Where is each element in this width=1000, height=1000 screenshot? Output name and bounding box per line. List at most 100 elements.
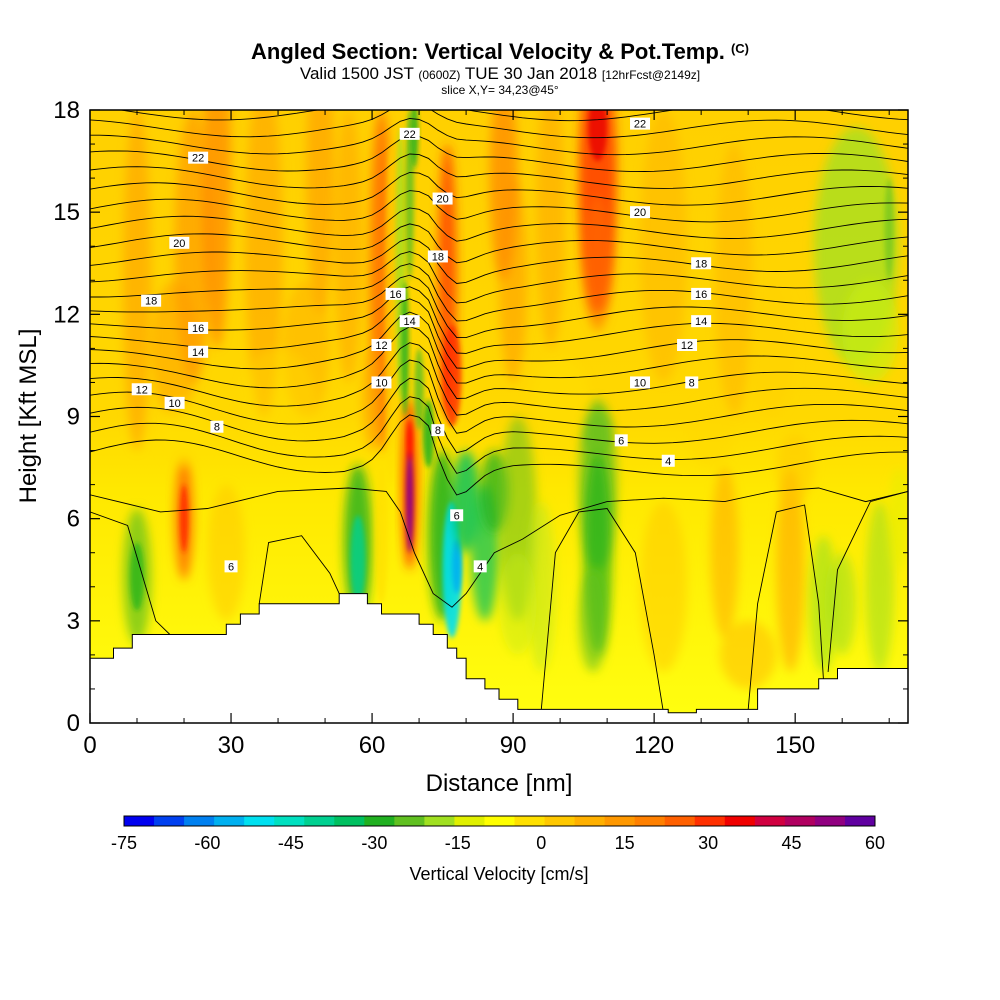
isentrope-label-bg-5 (131, 383, 152, 396)
isentrope-label-bg-7 (210, 420, 224, 433)
isentrope-12 (90, 237, 908, 284)
y-tick-label-1: 3 (67, 608, 80, 635)
isentrope-13 (90, 223, 908, 264)
isentrope-low-2 (258, 535, 340, 604)
x-tick-label-3: 90 (500, 732, 527, 759)
velocity-cell-57 (710, 467, 739, 638)
colorbar-swatch-2 (184, 816, 215, 826)
velocity-cell-22 (842, 280, 899, 383)
velocity-cell-64 (776, 433, 814, 502)
isentrope-6 (90, 311, 908, 384)
velocity-cell-62 (865, 501, 894, 672)
isentrope-label-8: 6 (228, 561, 234, 573)
isentrope-label-14: 12 (375, 340, 387, 352)
isentrope-label-23: 14 (695, 316, 707, 328)
velocity-cell-4 (306, 110, 335, 315)
chart-title-text: Angled Section: Vertical Velocity & Pot.… (251, 39, 725, 64)
x-tick-label-2: 60 (359, 732, 386, 759)
isentrope-low-1 (90, 511, 171, 635)
isentrope-label-bg-0 (188, 151, 209, 164)
isentrope-label-26: 8 (689, 377, 695, 389)
isentrope-label-12: 16 (389, 289, 401, 301)
velocity-cell-2 (202, 110, 232, 349)
isentrope-7 (90, 298, 908, 369)
valid-date: TUE 30 Jan 2018 (464, 64, 598, 83)
velocity-cell-19 (715, 144, 753, 417)
colorbar-label-2: -45 (278, 833, 304, 853)
isentrope-labels: 2220181614121086222018161412108642220181… (131, 117, 712, 573)
colorbar-swatch-17 (634, 816, 666, 826)
velocity-cell-25 (179, 484, 189, 553)
isentrope-16 (90, 172, 908, 206)
isentrope-9 (90, 274, 908, 339)
velocity-cell-29 (207, 484, 246, 621)
x-tick-label-4: 120 (634, 732, 674, 759)
isentrope-label-bg-1 (169, 236, 190, 249)
velocity-cell-67 (240, 348, 316, 451)
velocity-cell-3 (245, 110, 283, 417)
y-axis-title: Height [Kft MSL] (15, 329, 42, 504)
isentrope-label-bg-6 (164, 396, 185, 409)
colorbar-swatch-7 (334, 816, 365, 826)
velocity-cell-18 (640, 110, 688, 383)
isentrope-label-13: 14 (404, 316, 416, 328)
isentrope-label-6: 10 (168, 398, 180, 410)
isentrope-label-bg-19 (630, 117, 651, 130)
isentrope-label-20: 20 (634, 207, 646, 219)
isentrope-label-bg-14 (371, 338, 392, 351)
isentrope-label-bg-13 (399, 315, 420, 328)
velocity-cell-20 (748, 280, 796, 417)
valid-prefix: Valid 1500 JST (299, 64, 414, 83)
isentrope-label-bg-15 (371, 376, 392, 389)
isentrope-19 (90, 117, 908, 156)
title-suffix: (C) (730, 41, 749, 56)
velocity-cell-13 (499, 178, 528, 383)
y-tick-label-0: 0 (67, 710, 80, 737)
colorbar-swatch-18 (664, 816, 696, 826)
terrain-layer (90, 593, 908, 723)
colorbar-label-3: -30 (361, 833, 387, 853)
isentrope-label-bg-8 (224, 560, 238, 573)
y-tick-label-3: 9 (67, 404, 80, 431)
isentrope-3 (90, 359, 908, 434)
velocity-cell-32 (374, 467, 389, 604)
isentrope-label-15: 10 (375, 377, 387, 389)
velocity-cell-60 (809, 535, 838, 672)
isentrope-label-bg-17 (450, 509, 464, 522)
isentrope-10 (90, 263, 908, 322)
isentrope-label-22: 16 (695, 289, 707, 301)
valid-line: Valid 1500 JST (0600Z) TUE 30 Jan 2018 [… (0, 65, 1000, 84)
isentrope-2 (90, 377, 908, 454)
isentrope-20 (90, 110, 908, 139)
isentrope-label-4: 14 (192, 347, 204, 359)
title-block: Angled Section: Vertical Velocity & Pot.… (0, 36, 1000, 97)
isentrope-18 (90, 135, 908, 173)
isentrope-label-27: 6 (618, 435, 624, 447)
colorbar-label-7: 30 (698, 833, 718, 853)
velocity-cell-5 (334, 110, 363, 383)
isentrope-label-bg-25 (630, 376, 651, 389)
isentrope-label-7: 8 (214, 422, 220, 434)
isentrope-label-bg-10 (432, 192, 453, 205)
isentrope-label-bg-16 (431, 424, 445, 437)
isentrope-label-19: 22 (634, 119, 646, 131)
colorbar-swatch-9 (394, 816, 425, 826)
isentrope-15 (90, 190, 908, 223)
isentrope-label-3: 16 (192, 323, 204, 335)
velocity-cell-31 (350, 515, 366, 604)
isentrope-label-21: 18 (695, 258, 707, 270)
y-tick-label-6: 18 (53, 97, 80, 124)
velocity-field (122, 110, 908, 689)
velocity-cell-35 (406, 419, 413, 461)
colorbar-swatch-21 (754, 816, 786, 826)
colorbar-swatch-3 (214, 816, 245, 826)
colorbar-swatch-4 (244, 816, 275, 826)
velocity-cell-16 (588, 110, 608, 162)
isentrope-5 (90, 326, 908, 399)
isentrope-label-bg-11 (427, 250, 448, 263)
velocity-cell-55 (583, 409, 612, 458)
isentrope-label-bg-28 (661, 454, 675, 467)
isentrope-label-16: 8 (435, 425, 441, 437)
chart-title: Angled Section: Vertical Velocity & Pot.… (0, 36, 1000, 65)
isentrope-21 (117, 110, 908, 122)
